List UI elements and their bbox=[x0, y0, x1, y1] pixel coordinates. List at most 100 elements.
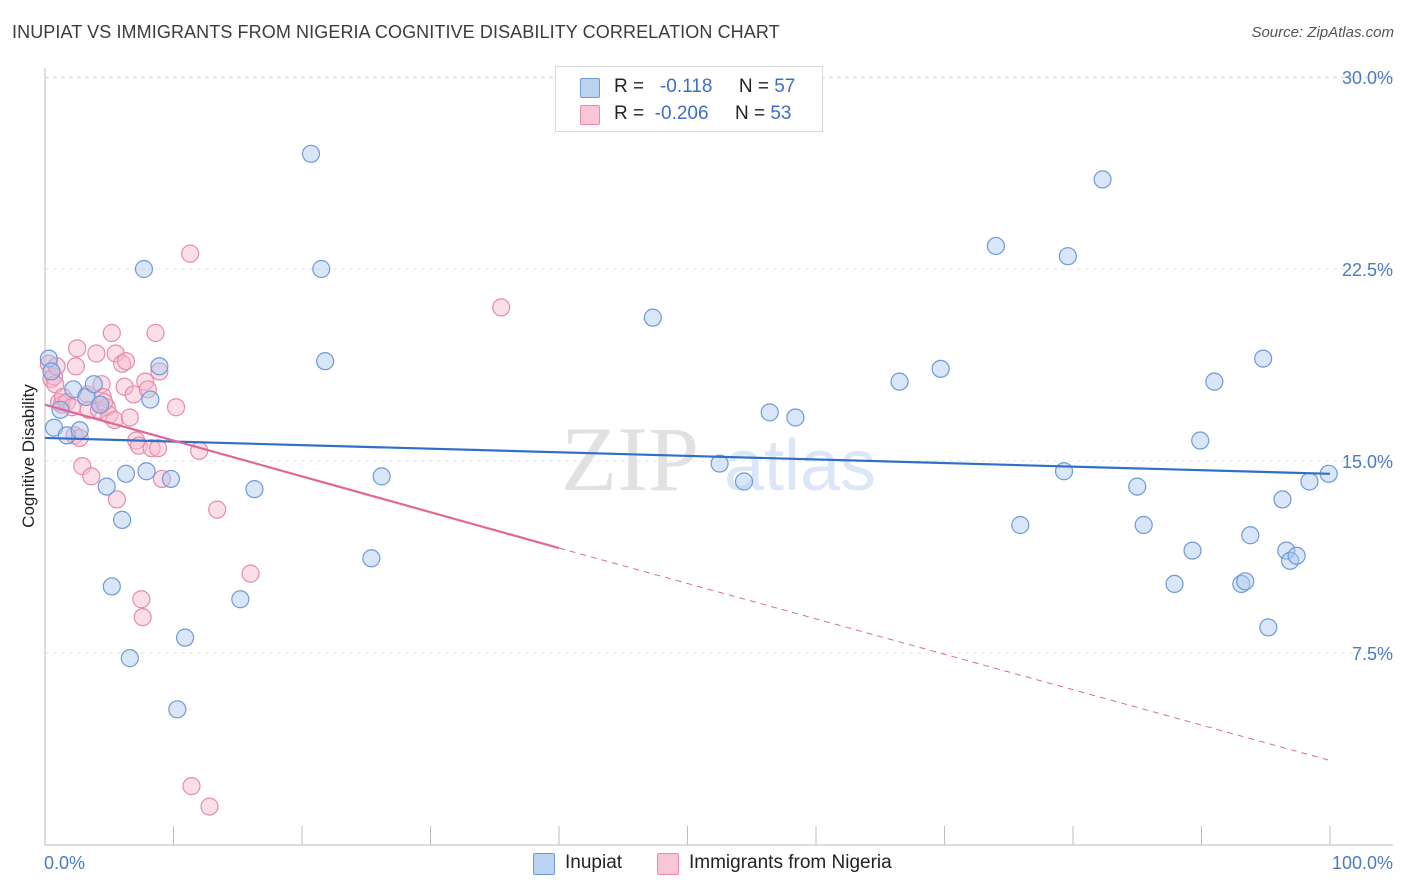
legend-n-label: N = bbox=[734, 103, 766, 124]
data-point-inupiat bbox=[312, 259, 331, 279]
y-tick-label: 30.0% bbox=[1342, 68, 1393, 88]
legend-n-value: 57 bbox=[774, 76, 796, 97]
data-point-nigeria bbox=[107, 490, 127, 509]
data-point-inupiat bbox=[1287, 546, 1306, 565]
data-point-nigeria bbox=[200, 797, 219, 816]
series-immigrants-from-nigeria bbox=[39, 244, 511, 816]
legend-r-label: R = bbox=[614, 103, 645, 124]
data-point-inupiat bbox=[84, 375, 103, 394]
data-point-inupiat bbox=[1300, 472, 1319, 491]
data-point-inupiat bbox=[372, 467, 391, 486]
data-point-inupiat bbox=[134, 259, 154, 279]
data-point-nigeria bbox=[146, 323, 165, 343]
data-point-inupiat bbox=[1277, 541, 1296, 560]
trend-line-nigeria bbox=[44, 403, 560, 550]
data-point-inupiat bbox=[1093, 170, 1112, 189]
data-point-inupiat bbox=[1058, 247, 1077, 266]
data-point-nigeria bbox=[66, 357, 85, 376]
axes bbox=[44, 68, 1393, 846]
legend-r-value: -0.206 bbox=[654, 103, 709, 124]
legend-swatch-inupiat bbox=[580, 78, 600, 98]
y-tick-label: 7.5% bbox=[1352, 644, 1393, 664]
data-point-inupiat bbox=[734, 472, 754, 491]
data-point-inupiat bbox=[1134, 515, 1153, 535]
data-point-nigeria bbox=[87, 344, 106, 363]
y-axis-title: Cognitive Disability bbox=[19, 384, 38, 528]
trend-lines bbox=[44, 403, 1331, 762]
data-point-nigeria bbox=[190, 441, 209, 460]
data-point-nigeria bbox=[102, 323, 121, 343]
legend-r-value: -0.118 bbox=[659, 76, 713, 97]
data-point-inupiat bbox=[931, 359, 950, 378]
data-point-nigeria bbox=[181, 244, 200, 263]
data-point-nigeria bbox=[132, 590, 151, 609]
data-point-inupiat bbox=[643, 308, 662, 327]
data-point-inupiat bbox=[97, 477, 116, 496]
y-tick-labels: 7.5% 15.0% 22.5% 30.0% bbox=[1342, 68, 1393, 664]
data-point-nigeria bbox=[241, 564, 260, 583]
bottom-legend-label-nigeria: Immigrants from Nigeria bbox=[689, 852, 892, 873]
legend-n-label: N = bbox=[738, 76, 769, 97]
source-credit: Source: ZipAtlas.com bbox=[1251, 24, 1394, 41]
watermark-atlas: atlas bbox=[724, 426, 876, 506]
y-tick-label: 22.5% bbox=[1342, 260, 1393, 280]
data-point-inupiat bbox=[986, 236, 1006, 256]
data-point-nigeria bbox=[208, 500, 227, 519]
data-point-inupiat bbox=[42, 362, 61, 381]
data-point-inupiat bbox=[1241, 526, 1260, 545]
legend-r-label: R = bbox=[614, 76, 645, 97]
data-point-nigeria bbox=[492, 298, 511, 317]
bottom-legend-swatch-nigeria bbox=[657, 853, 679, 875]
data-point-nigeria bbox=[182, 777, 201, 796]
data-point-inupiat bbox=[786, 408, 805, 427]
data-point-nigeria bbox=[148, 439, 168, 458]
data-point-inupiat bbox=[141, 390, 160, 409]
data-point-inupiat bbox=[1254, 349, 1273, 368]
data-point-nigeria bbox=[142, 439, 161, 458]
data-point-nigeria bbox=[116, 352, 136, 371]
trend-line-inupiat bbox=[44, 436, 1331, 475]
legend-n-value: 53 bbox=[770, 103, 792, 124]
data-point-nigeria bbox=[120, 408, 139, 427]
data-point-inupiat bbox=[91, 395, 110, 414]
legend-swatch-nigeria bbox=[580, 105, 600, 125]
data-point-nigeria bbox=[47, 357, 66, 376]
data-point-inupiat bbox=[137, 462, 156, 481]
x-tick-label-min: 0.0% bbox=[44, 853, 85, 873]
data-point-inupiat bbox=[231, 590, 250, 609]
data-point-nigeria bbox=[106, 344, 125, 363]
data-point-nigeria bbox=[150, 362, 169, 381]
data-point-inupiat bbox=[161, 469, 181, 489]
data-point-inupiat bbox=[890, 372, 909, 391]
data-point-inupiat bbox=[1205, 372, 1224, 391]
bottom-legend-swatch-inupiat bbox=[533, 853, 555, 875]
data-point-inupiat bbox=[710, 454, 729, 473]
data-point-inupiat bbox=[362, 549, 381, 568]
data-point-inupiat bbox=[150, 357, 169, 376]
data-point-inupiat bbox=[1236, 572, 1255, 591]
data-point-nigeria bbox=[166, 398, 186, 417]
data-point-inupiat bbox=[168, 700, 187, 719]
x-tick-label-max: 100.0% bbox=[1332, 853, 1393, 873]
trend-line-nigeria-extension bbox=[558, 547, 1331, 762]
data-point-inupiat bbox=[1011, 515, 1030, 535]
watermark: ZIP atlas bbox=[561, 408, 876, 510]
data-point-inupiat bbox=[316, 352, 335, 371]
data-point-inupiat bbox=[70, 421, 89, 440]
data-point-inupiat bbox=[1128, 477, 1147, 496]
data-point-nigeria bbox=[73, 457, 92, 476]
data-point-nigeria bbox=[133, 608, 152, 627]
data-point-inupiat bbox=[301, 144, 321, 163]
data-point-inupiat bbox=[245, 480, 264, 499]
data-point-nigeria bbox=[68, 339, 87, 358]
data-point-inupiat bbox=[1259, 618, 1278, 637]
data-point-inupiat bbox=[112, 510, 132, 529]
data-point-inupiat bbox=[1273, 490, 1292, 509]
data-point-nigeria bbox=[82, 467, 101, 486]
bottom-legend-label-inupiat: Inupiat bbox=[565, 852, 623, 873]
data-point-inupiat bbox=[102, 577, 121, 596]
data-point-nigeria bbox=[124, 385, 143, 404]
chart-title: INUPIAT VS IMMIGRANTS FROM NIGERIA COGNI… bbox=[12, 22, 780, 42]
data-point-inupiat bbox=[760, 403, 779, 422]
